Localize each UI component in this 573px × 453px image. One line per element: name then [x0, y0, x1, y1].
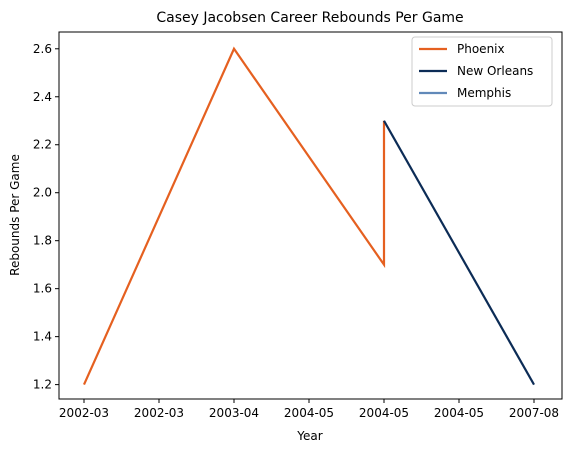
y-tick-label: 2.0 [33, 186, 52, 200]
plot-frame [58, 31, 563, 400]
x-tick-label: 2002-03 [59, 406, 109, 420]
x-tick-label: 2007-08 [509, 406, 559, 420]
y-tick-label: 1.8 [33, 234, 52, 248]
legend-label: New Orleans [457, 64, 533, 78]
series-lines [82, 46, 535, 386]
legend-box [411, 36, 553, 107]
x-tick-label: 2004-05 [359, 406, 409, 420]
series-line-phoenix [82, 46, 386, 386]
legend: Phoenix New Orleans Memphis [411, 36, 553, 107]
x-tick-label: 2003-04 [209, 406, 259, 420]
series-line-new-orleans [383, 120, 535, 386]
legend-label: Memphis [457, 86, 511, 100]
y-tick-label: 1.2 [33, 378, 52, 392]
x-tick-label: 2002-03 [134, 406, 184, 420]
x-axis-ticks: 2002-03 2002-03 2003-04 2004-05 2004-05 2004-… [59, 399, 559, 420]
y-tick-label: 1.6 [33, 282, 52, 296]
y-tick-label: 2.4 [33, 90, 52, 104]
y-tick-label: 2.2 [33, 138, 52, 152]
y-axis-ticks: 1.2 1.4 1.6 1.8 2.0 2.2 2.4 2.6 [33, 42, 59, 392]
y-axis-title: Rebounds Per Game [8, 154, 22, 276]
y-tick-label: 2.6 [33, 42, 52, 56]
y-tick-label: 1.4 [33, 330, 52, 344]
x-tick-label: 2004-05 [434, 406, 484, 420]
x-tick-label: 2004-05 [284, 406, 334, 420]
chart-title: Casey Jacobsen Career Rebounds Per Game [156, 10, 463, 26]
x-axis-title: Year [296, 429, 322, 443]
legend-label: Phoenix [457, 42, 505, 56]
